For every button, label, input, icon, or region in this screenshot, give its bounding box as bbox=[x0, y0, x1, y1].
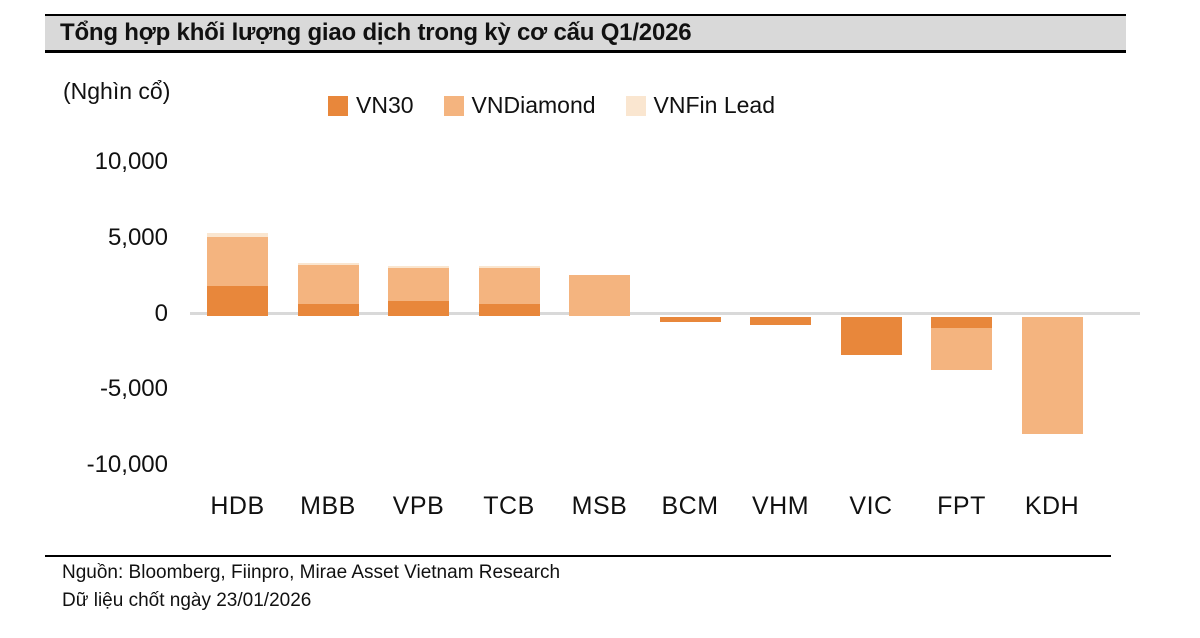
bar-segment-hdb-vn30 bbox=[207, 285, 268, 316]
x-axis-label-vpb: VPB bbox=[392, 492, 445, 520]
legend-label: VNFin Lead bbox=[653, 92, 776, 118]
y-axis-tick-label: -10,000 bbox=[86, 450, 168, 478]
bar-segment-vpb-vndiamond bbox=[388, 267, 449, 301]
y-axis-tick-label: 0 bbox=[154, 299, 168, 327]
legend-item-vnfin-lead: VNFin Lead bbox=[625, 92, 776, 119]
x-axis-label-fpt: FPT bbox=[937, 492, 986, 520]
bar-segment-kdh-vndiamond bbox=[1021, 317, 1083, 434]
y-axis-tick-label: 5,000 bbox=[107, 223, 168, 251]
legend-item-vndiamond: VNDiamond bbox=[443, 92, 596, 119]
x-axis-label-bcm: BCM bbox=[661, 492, 719, 520]
bar-segment-msb-vndiamond bbox=[569, 275, 630, 316]
bar-segment-vhm-vn30 bbox=[750, 317, 811, 325]
footer-divider bbox=[45, 555, 1111, 557]
bar-segment-mbb-vndiamond bbox=[297, 264, 359, 304]
y-axis-tick-label: 10,000 bbox=[94, 148, 168, 176]
bar-segment-tcb-vndiamond bbox=[478, 267, 540, 304]
bar-segment-tcb-vnfin-lead bbox=[478, 266, 540, 268]
legend-label: VN30 bbox=[356, 92, 414, 118]
data-date-note: Dữ liệu chốt ngày 23/01/2026 bbox=[62, 590, 312, 611]
bar-segment-vpb-vn30 bbox=[388, 300, 449, 316]
x-axis-label-vic: VIC bbox=[849, 492, 893, 520]
bar-segment-mbb-vnfin-lead bbox=[297, 263, 359, 265]
x-axis-label-tcb: TCB bbox=[483, 492, 535, 520]
x-axis-label-vhm: VHM bbox=[751, 492, 810, 520]
y-axis-tick-label: -5,000 bbox=[99, 375, 168, 403]
bar-segment-fpt-vndiamond bbox=[931, 327, 992, 370]
bar-segment-fpt-vn30 bbox=[931, 317, 992, 328]
bar-segment-bcm-vn30 bbox=[659, 317, 721, 322]
vn30-swatch-icon bbox=[328, 95, 348, 116]
x-axis-label-kdh: KDH bbox=[1024, 492, 1080, 520]
legend-label: VNDiamond bbox=[471, 92, 596, 118]
bar-segment-vic-vn30 bbox=[840, 317, 902, 355]
x-axis-label-mbb: MBB bbox=[300, 492, 356, 520]
x-axis-label-msb: MSB bbox=[571, 492, 628, 520]
legend: VN30 VNDiamond VNFin Lead bbox=[328, 92, 775, 119]
vndiamond-swatch-icon bbox=[443, 95, 464, 116]
zero-axis-line bbox=[190, 312, 1140, 315]
chart-title: Tổng hợp khối lượng giao dịch trong kỳ c… bbox=[45, 14, 1126, 53]
x-axis-label-hdb: HDB bbox=[210, 492, 265, 520]
bar-segment-hdb-vnfin-lead bbox=[207, 232, 268, 238]
bar-segment-mbb-vn30 bbox=[297, 303, 359, 316]
y-axis-unit-label: (Nghìn cổ) bbox=[63, 78, 171, 104]
source-note: Nguồn: Bloomberg, Fiinpro, Mirae Asset V… bbox=[62, 562, 561, 583]
bar-segment-vpb-vnfin-lead bbox=[388, 266, 449, 268]
vnfin-lead-swatch-icon bbox=[625, 95, 646, 116]
bar-segment-tcb-vn30 bbox=[478, 303, 540, 316]
bar-segment-hdb-vndiamond bbox=[207, 237, 268, 286]
legend-item-vn30: VN30 bbox=[328, 92, 414, 119]
